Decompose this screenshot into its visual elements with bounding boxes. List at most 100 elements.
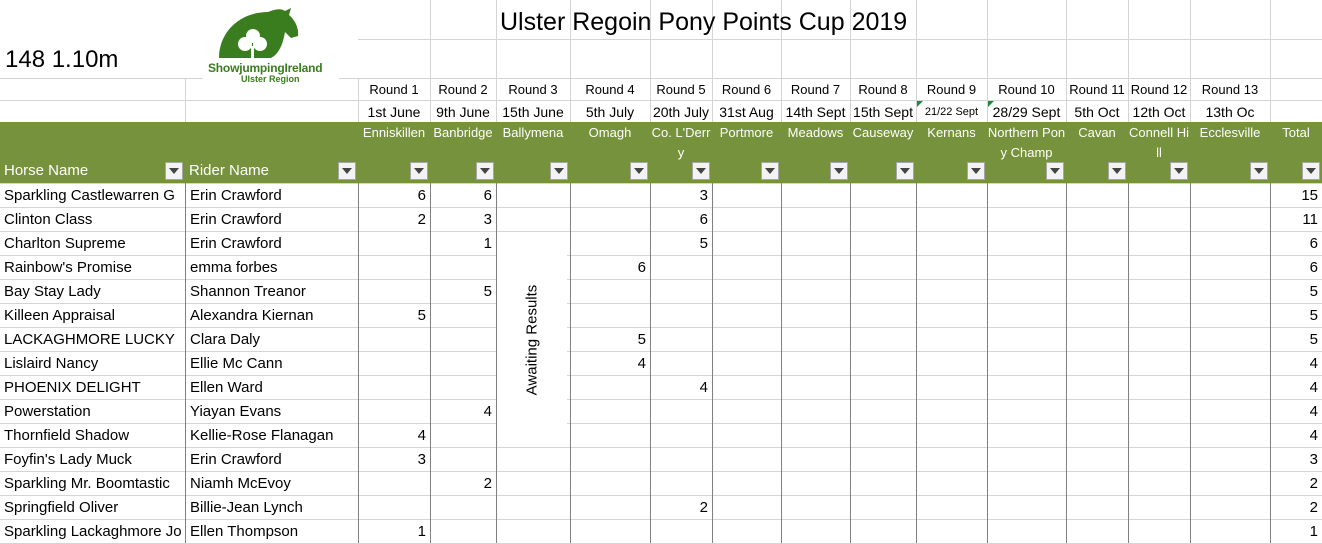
round-date[interactable]: 14th Sept [785,104,846,120]
total-cell[interactable]: 1 [1309,523,1318,540]
total-cell[interactable]: 6 [1309,259,1318,276]
horse-name-cell[interactable]: Springfield Oliver [4,499,119,516]
round-label[interactable]: Round 8 [858,82,908,97]
rider-name-cell[interactable]: Erin Crawford [186,232,358,255]
total-cell[interactable]: 4 [1309,355,1318,372]
venue-header[interactable]: Cavan [1078,125,1116,140]
round-date[interactable]: 15th Sept [853,104,913,120]
score-cell[interactable]: 3 [417,451,426,468]
round-label[interactable]: Round 6 [721,82,772,97]
filter-dropdown-button[interactable] [1302,162,1320,180]
total-cell[interactable]: 3 [1309,451,1318,468]
score-cell[interactable]: 2 [483,475,492,492]
rider-name-cell[interactable]: Erin Crawford [186,208,358,231]
horse-name-cell[interactable]: Rainbow's Promise [4,259,132,276]
total-cell[interactable]: 5 [1309,307,1318,324]
round-date[interactable]: 21/22 Sept [924,106,979,118]
round-date[interactable]: 12th Oct [1132,104,1186,120]
sheet-title[interactable]: Ulster Regoin Pony Points Cup 2019 [500,8,908,36]
filter-dropdown-button[interactable] [476,162,494,180]
filter-dropdown-button[interactable] [550,162,568,180]
round-label[interactable]: Round 11 [1069,82,1125,97]
filter-dropdown-button[interactable] [1108,162,1126,180]
score-cell[interactable]: 6 [699,211,708,228]
filter-dropdown-button[interactable] [692,162,710,180]
score-cell[interactable]: 6 [483,187,492,204]
total-cell[interactable]: 2 [1309,499,1318,516]
rider-name-cell[interactable]: Yiayan Evans [186,400,358,423]
venue-header[interactable]: Omagh [588,125,632,140]
score-cell[interactable]: 5 [483,283,492,300]
score-cell[interactable]: 3 [699,187,708,204]
round-date[interactable]: 31st Aug [719,104,774,120]
class-label[interactable]: 148 1.10m [5,46,119,73]
horse-name-cell[interactable]: Charlton Supreme [4,235,126,252]
score-cell[interactable]: 2 [699,499,708,516]
horse-name-cell[interactable]: Thornfield Shadow [4,427,130,444]
venue-header[interactable]: Banbridge [433,125,493,140]
round-date[interactable]: 15th June [502,104,564,120]
venue-header[interactable]: Meadows [787,125,844,140]
rider-name-cell[interactable]: emma forbes [186,256,358,279]
horse-name-cell[interactable]: Foyfin's Lady Muck [4,451,132,468]
horse-name-cell[interactable]: PHOENIX DELIGHT [4,379,141,396]
round-date[interactable]: 5th Oct [1074,104,1120,120]
round-label[interactable]: Round 4 [585,82,635,97]
round-label[interactable]: Round 10 [998,82,1055,97]
total-cell[interactable]: 5 [1309,283,1318,300]
round-label[interactable]: Round 13 [1201,82,1259,97]
venue-header[interactable]: Co. L'Derry [651,125,711,160]
venue-header[interactable]: Causeway [852,125,914,140]
total-cell[interactable]: 2 [1309,475,1318,492]
venue-header[interactable]: Northern Pony Champ [987,125,1066,160]
filter-dropdown-button[interactable] [1170,162,1188,180]
score-cell[interactable]: 5 [637,331,646,348]
horse-name-header[interactable]: Horse Name [4,162,89,179]
score-cell[interactable]: 4 [637,355,646,372]
total-cell[interactable]: 15 [1301,187,1318,204]
total-cell[interactable]: 6 [1309,235,1318,252]
rider-name-cell[interactable]: Alexandra Kiernan [186,304,358,327]
rider-name-cell[interactable]: Niamh McEvoy [186,472,358,495]
filter-dropdown-button[interactable] [761,162,779,180]
round-label[interactable]: Round 12 [1130,82,1188,97]
round-label[interactable]: Round 9 [926,82,977,97]
filter-dropdown-button[interactable] [338,162,356,180]
score-cell[interactable]: 5 [417,307,426,324]
score-cell[interactable]: 6 [417,187,426,204]
filter-dropdown-button[interactable] [830,162,848,180]
score-cell[interactable]: 1 [483,235,492,252]
venue-header[interactable]: Enniskillen [362,125,426,140]
round-label[interactable]: Round 1 [369,82,419,97]
filter-dropdown-button[interactable] [630,162,648,180]
total-cell[interactable]: 11 [1302,211,1318,228]
horse-name-cell[interactable]: Powerstation [4,403,91,420]
round-date[interactable]: 5th July [585,104,635,120]
filter-dropdown-button[interactable] [967,162,985,180]
horse-name-cell[interactable]: Sparkling Lackaghmore Jo [4,523,182,540]
horse-name-cell[interactable]: Sparkling Mr. Boomtastic [4,475,170,492]
score-cell[interactable]: 4 [699,379,708,396]
rider-name-cell[interactable]: Ellie Mc Cann [186,352,358,375]
round-date[interactable]: 13th Oc [1205,104,1255,120]
horse-name-cell[interactable]: Killeen Appraisal [4,307,115,324]
horse-name-cell[interactable]: Bay Stay Lady [4,283,101,300]
filter-dropdown-button[interactable] [165,162,183,180]
horse-name-cell[interactable]: Sparkling Castlewarren G [4,187,175,204]
total-header[interactable]: Total [1282,125,1310,140]
venue-header[interactable]: Connell Hill [1129,125,1189,160]
venue-header[interactable]: Kernans [927,125,976,140]
total-cell[interactable]: 4 [1309,379,1318,396]
round-label[interactable]: Round 5 [656,82,706,97]
round-date[interactable]: 28/29 Sept [992,104,1061,120]
total-cell[interactable]: 4 [1309,427,1318,444]
rider-name-cell[interactable]: Ellen Thompson [186,520,358,543]
filter-dropdown-button[interactable] [896,162,914,180]
rider-name-cell[interactable]: Kellie-Rose Flanagan [186,424,358,447]
total-cell[interactable]: 5 [1309,331,1318,348]
round-label[interactable]: Round 2 [438,82,488,97]
score-cell[interactable]: 2 [417,211,426,228]
rider-name-cell[interactable]: Clara Daly [186,328,358,351]
round-date[interactable]: 1st June [367,104,421,120]
rider-name-cell[interactable]: Ellen Ward [186,376,358,399]
